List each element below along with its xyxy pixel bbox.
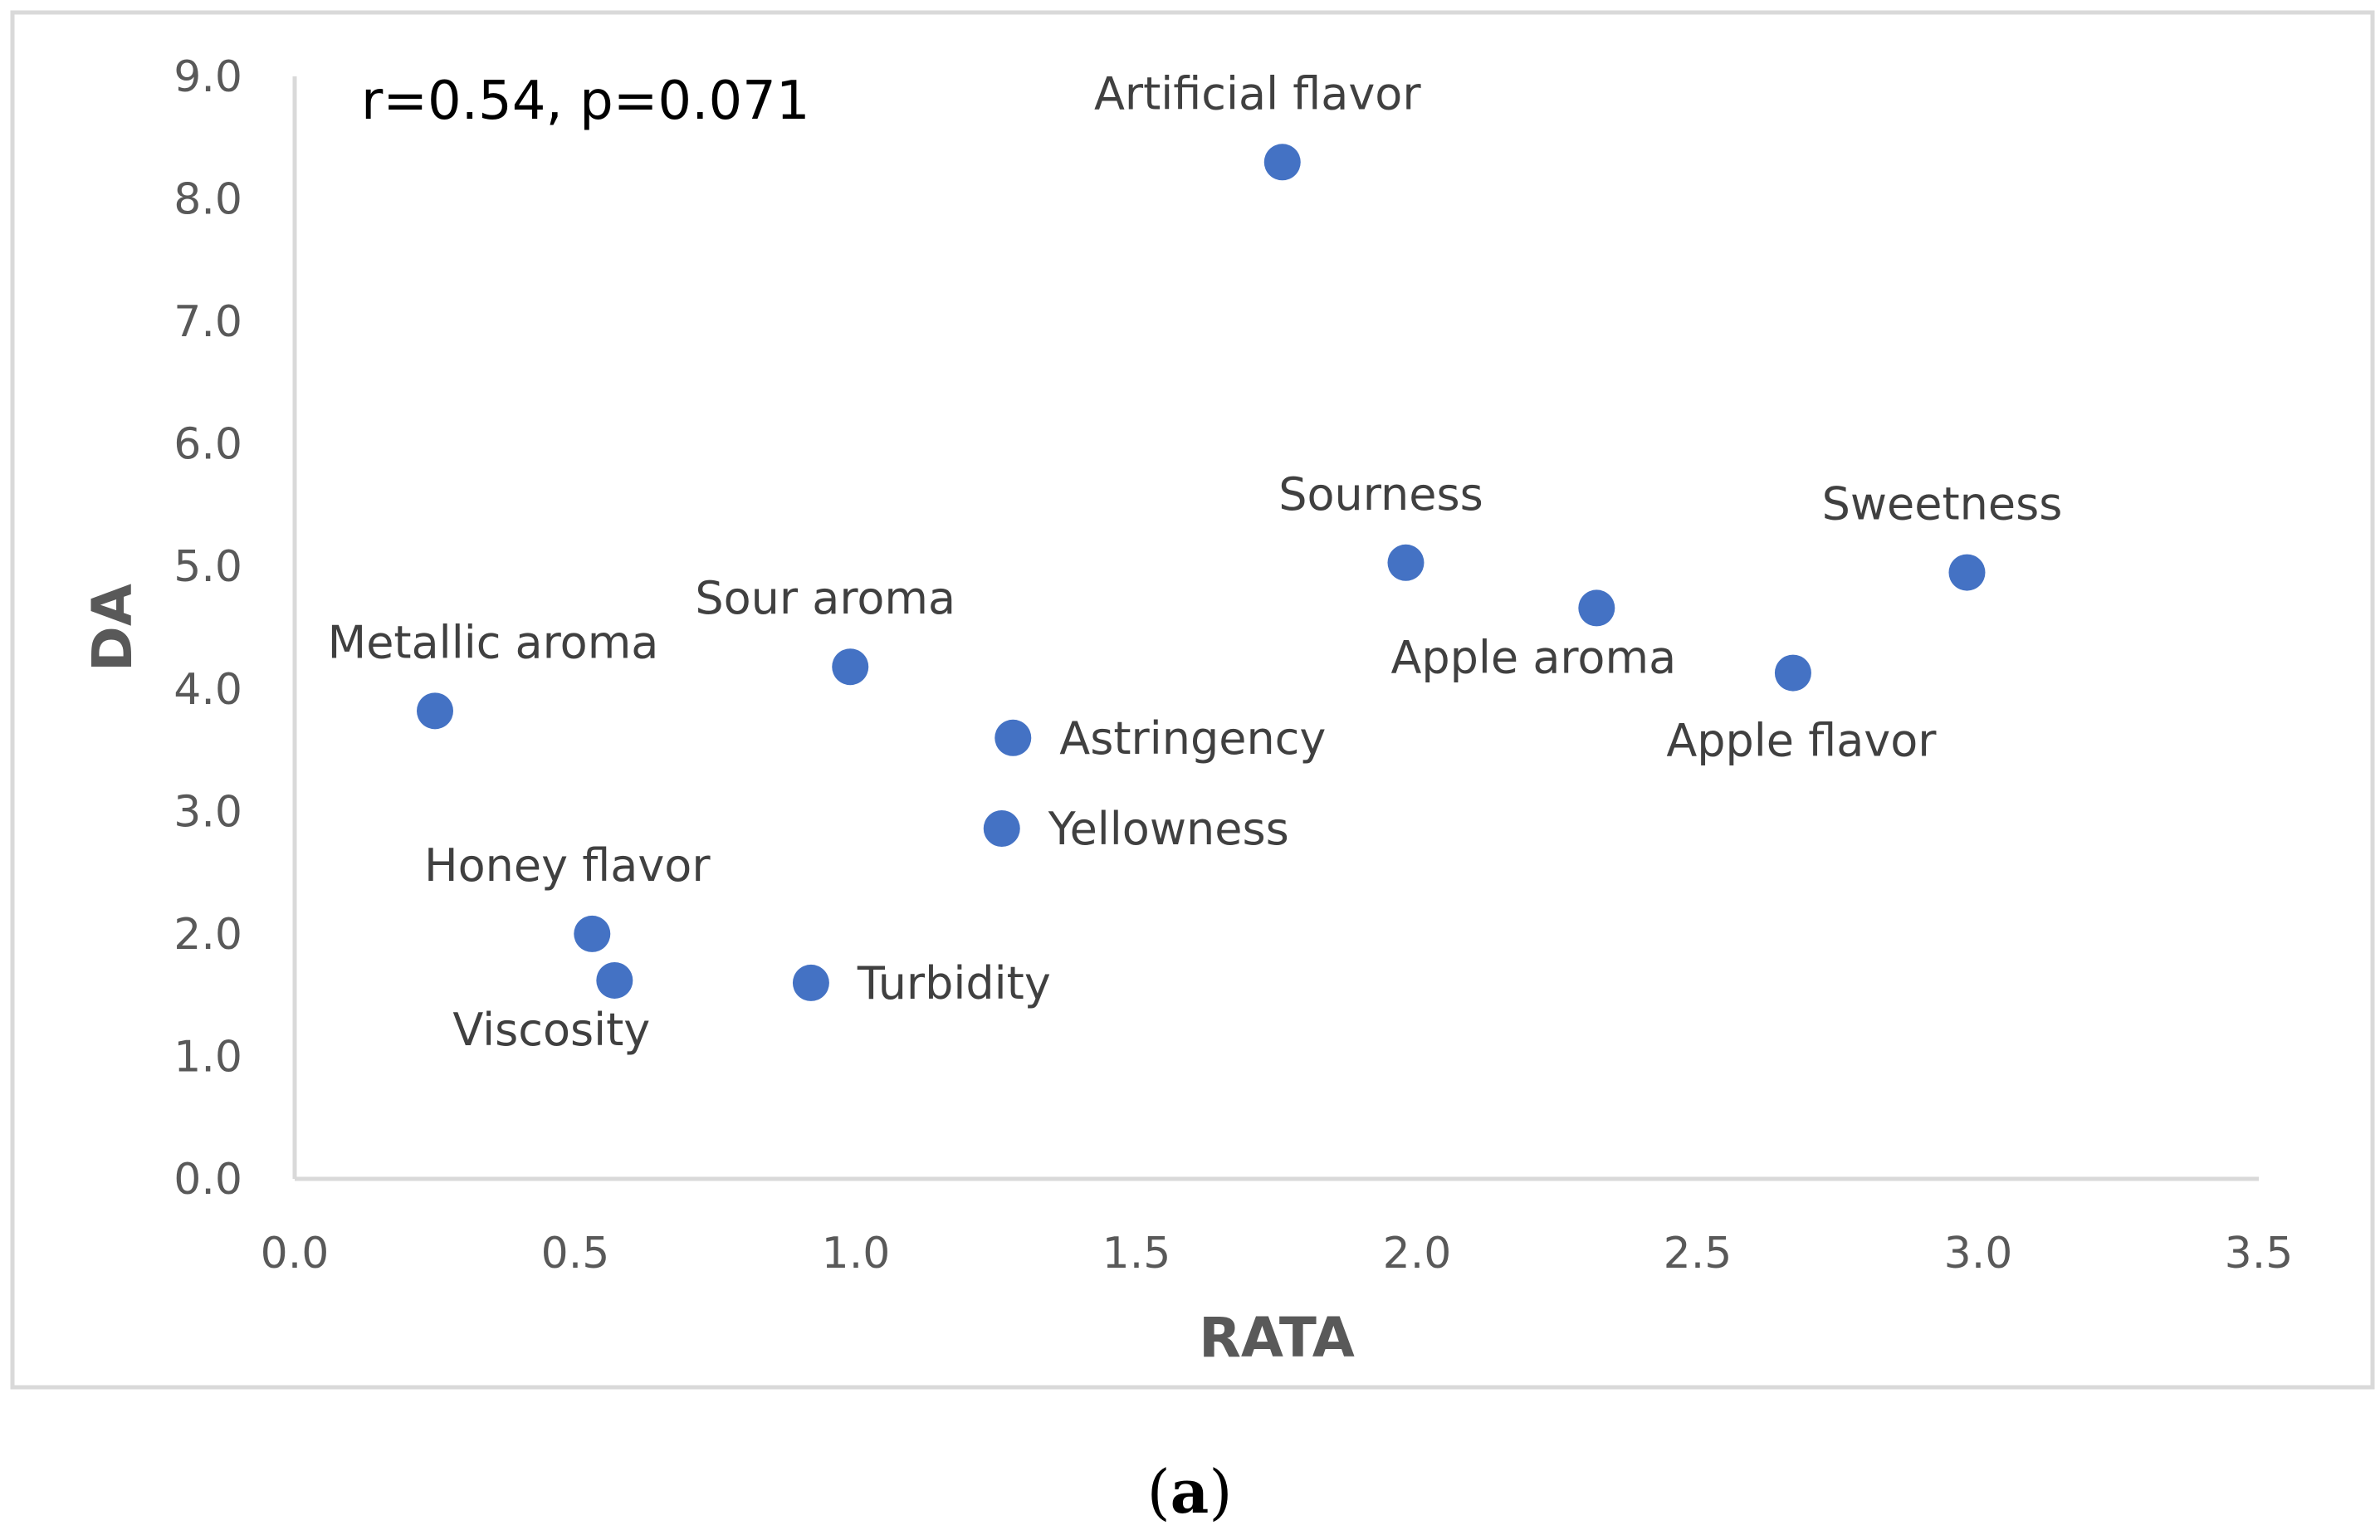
x-tick-label: 1.5	[1102, 1229, 1171, 1278]
data-point	[995, 719, 1032, 756]
data-point	[1948, 554, 1986, 591]
point-label: Sweetness	[1822, 478, 2063, 530]
x-tick-label: 1.0	[822, 1229, 891, 1278]
y-tick-label: 2.0	[173, 910, 242, 960]
data-point	[1387, 544, 1425, 581]
point-label: Artificial flavor	[1094, 67, 1421, 120]
y-tick-label: 4.0	[173, 665, 242, 715]
data-point	[1263, 144, 1301, 181]
point-labels: Artificial flavor Sourness Sweetness Apple …	[328, 67, 2063, 1056]
y-tick-label: 9.0	[173, 52, 242, 102]
y-tick-label: 3.0	[173, 787, 242, 837]
point-label: Turbidity	[857, 957, 1051, 1010]
data-point	[792, 964, 829, 1001]
correlation-annotation: r=0.54, p=0.071	[361, 71, 810, 132]
point-label: Honey flavor	[424, 839, 711, 892]
x-tick-label: 2.5	[1664, 1229, 1732, 1278]
data-point	[1774, 654, 1811, 692]
y-axis-ticks: 0.0 1.0 2.0 3.0 4.0 5.0 6.0 7.0 8.0 9.0	[173, 52, 242, 1205]
x-tick-label: 3.0	[1944, 1229, 2013, 1278]
x-axis-title: RATA	[1199, 1306, 1355, 1370]
y-tick-label: 5.0	[173, 542, 242, 592]
figure-caption: (a)	[1147, 1456, 1233, 1527]
data-point	[574, 915, 611, 952]
x-tick-label: 0.5	[541, 1229, 610, 1278]
data-point	[1578, 589, 1615, 627]
data-points	[417, 144, 1986, 1001]
point-label: Sour aroma	[695, 572, 955, 624]
y-tick-label: 0.0	[173, 1155, 242, 1205]
x-axis-ticks: 0.0 0.5 1.0 1.5 2.0 2.5 3.0 3.5	[261, 1229, 2294, 1278]
x-tick-label: 0.0	[261, 1229, 330, 1278]
point-label: Apple aroma	[1390, 631, 1676, 683]
point-label: Viscosity	[452, 1004, 650, 1056]
caption-close: )	[1209, 1457, 1232, 1527]
point-label: Metallic aroma	[328, 616, 659, 668]
point-label: Yellowness	[1048, 803, 1289, 855]
data-point	[417, 692, 453, 730]
data-point	[983, 809, 1020, 847]
x-tick-label: 3.5	[2225, 1229, 2294, 1278]
y-tick-label: 8.0	[173, 175, 242, 225]
caption-open: (	[1147, 1457, 1170, 1527]
y-tick-label: 6.0	[173, 420, 242, 470]
chart-frame	[10, 10, 2375, 1390]
point-label: Sourness	[1278, 468, 1483, 521]
y-tick-label: 1.0	[173, 1032, 242, 1082]
y-axis-title: DA	[81, 584, 144, 672]
caption-letter: a	[1170, 1456, 1210, 1527]
data-point	[596, 961, 633, 999]
x-tick-label: 2.0	[1383, 1229, 1452, 1278]
data-point	[832, 648, 869, 686]
point-label: Astringency	[1059, 712, 1326, 765]
y-tick-label: 7.0	[173, 297, 242, 347]
point-label: Apple flavor	[1666, 715, 1937, 767]
